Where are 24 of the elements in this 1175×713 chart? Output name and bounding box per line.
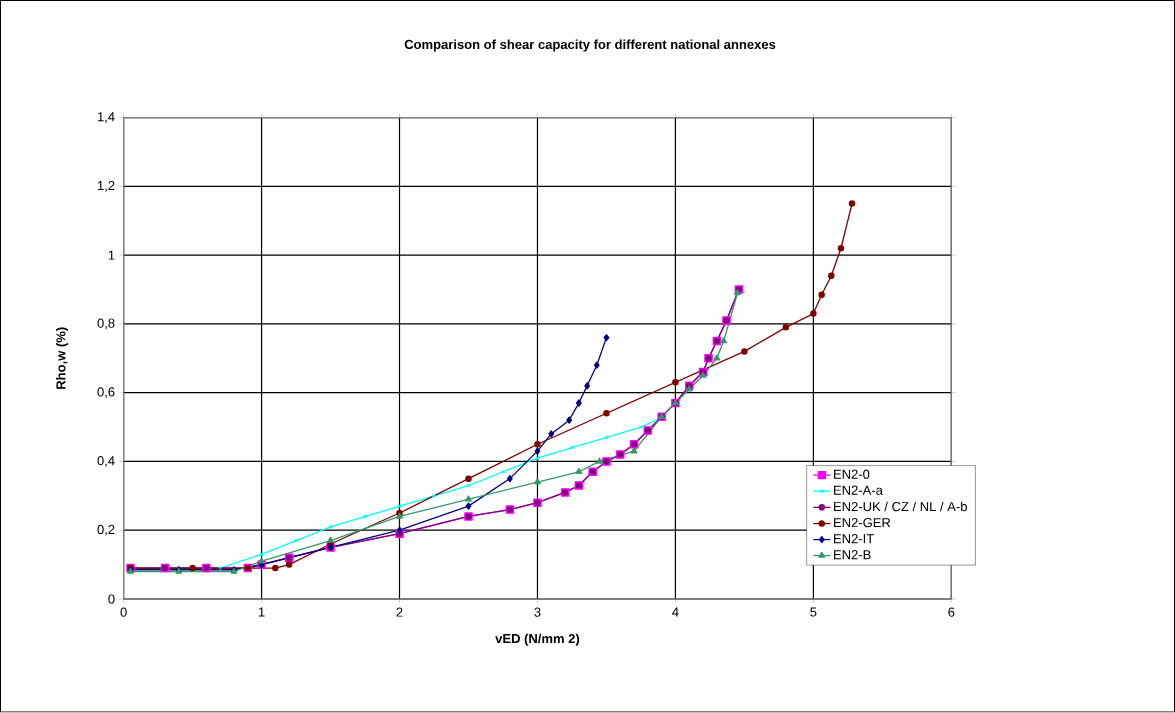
legend-label: EN2-UK / CZ / NL / A-b [834,501,967,512]
y-tick-label: 1 [108,250,115,260]
x-tick-label: 3 [534,607,541,617]
y-axis-title: Rho,w (%) [55,327,69,390]
x-tick-label: 4 [672,607,679,617]
y-tick-label: 1,2 [97,181,115,192]
y-tick-label: 0,6 [97,387,115,399]
y-tick-label: 0,4 [97,456,115,468]
x-tick-label: 2 [396,607,403,617]
y-tick-label: 0,2 [97,525,115,536]
legend-label: EN2-B [834,550,871,560]
chart-title: Comparison of shear capacity for different national annexes [404,39,776,52]
x-tick-label: 1 [258,607,265,617]
legend-label: EN2-0 [834,469,870,480]
legend-label: EN2-A-a [834,485,883,496]
x-axis-title: vED (N/mm 2) [495,633,580,646]
y-tick-label: 0,8 [97,318,115,330]
x-tick-label: 5 [810,607,817,617]
x-tick-label: 6 [948,607,955,617]
y-tick-label: 0 [108,594,115,604]
x-tick-label: 0 [120,607,127,617]
y-tick-label: 1,4 [97,112,115,124]
legend-label: EN2-IT [834,534,874,544]
legend-label: EN2-GER [834,518,891,528]
